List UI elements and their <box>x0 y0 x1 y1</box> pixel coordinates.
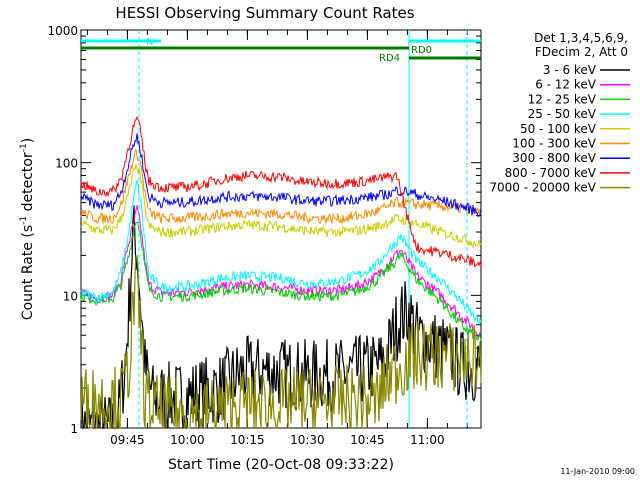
legend-label-8: 7000 - 20000 keV <box>489 181 596 195</box>
legend-label-5: 100 - 300 keV <box>512 137 596 151</box>
y-tick-label-3: 1000 <box>47 24 78 38</box>
series-line-6 <box>80 133 482 217</box>
series-line-8 <box>80 255 482 431</box>
series-line-4 <box>80 163 482 249</box>
flag-label-RD4: RD4 <box>379 53 400 64</box>
series-line-2 <box>80 221 482 341</box>
x-tick-label-3: 10:30 <box>290 433 325 447</box>
x-tick-label-5: 11:00 <box>410 433 445 447</box>
plot-frame <box>80 29 482 429</box>
y-axis-label: Count Rate (s-1 detector-1) <box>19 138 36 320</box>
chart-title: HESSI Observing Summary Count Rates <box>115 4 414 22</box>
y-tick-label-0: 1 <box>70 422 78 436</box>
y-ticks: 1 10 100 1000 <box>47 24 481 436</box>
legend-label-1: 6 - 12 keV <box>535 78 597 92</box>
y-tick-label-1: 10 <box>63 289 78 303</box>
series-line-3 <box>80 179 482 325</box>
legend: Det 1,3,4,5,6,9, FDecim 2, Att 0 3 - 6 k… <box>489 31 630 195</box>
legend-label-6: 300 - 800 keV <box>512 151 596 165</box>
x-tick-label-4: 10:45 <box>350 433 385 447</box>
y-tick-label-2: 100 <box>55 157 78 171</box>
footer-date: 11-Jan-2010 09:00 <box>560 467 635 476</box>
x-axis-label: Start Time (20-Oct-08 09:33:22) <box>168 457 394 473</box>
series-line-5 <box>80 148 482 225</box>
series-group <box>80 115 482 431</box>
legend-label-2: 12 - 25 keV <box>528 92 597 106</box>
x-tick-label-2: 10:15 <box>230 433 265 447</box>
x-tick-label-0: 09:45 <box>110 433 145 447</box>
legend-label-7: 800 - 7000 keV <box>505 166 597 180</box>
legend-label-3: 25 - 50 keV <box>528 107 597 121</box>
flag-label-N: N <box>146 37 153 48</box>
flag-label-RD0: RD0 <box>411 45 432 56</box>
legend-header-line-2: FDecim 2, Att 0 <box>535 45 628 59</box>
legend-header-line-1: Det 1,3,4,5,6,9, <box>534 31 628 45</box>
x-tick-label-1: 10:00 <box>170 433 205 447</box>
series-line-7 <box>80 115 482 269</box>
legend-label-0: 3 - 6 keV <box>543 63 597 77</box>
legend-label-4: 50 - 100 keV <box>520 122 597 136</box>
